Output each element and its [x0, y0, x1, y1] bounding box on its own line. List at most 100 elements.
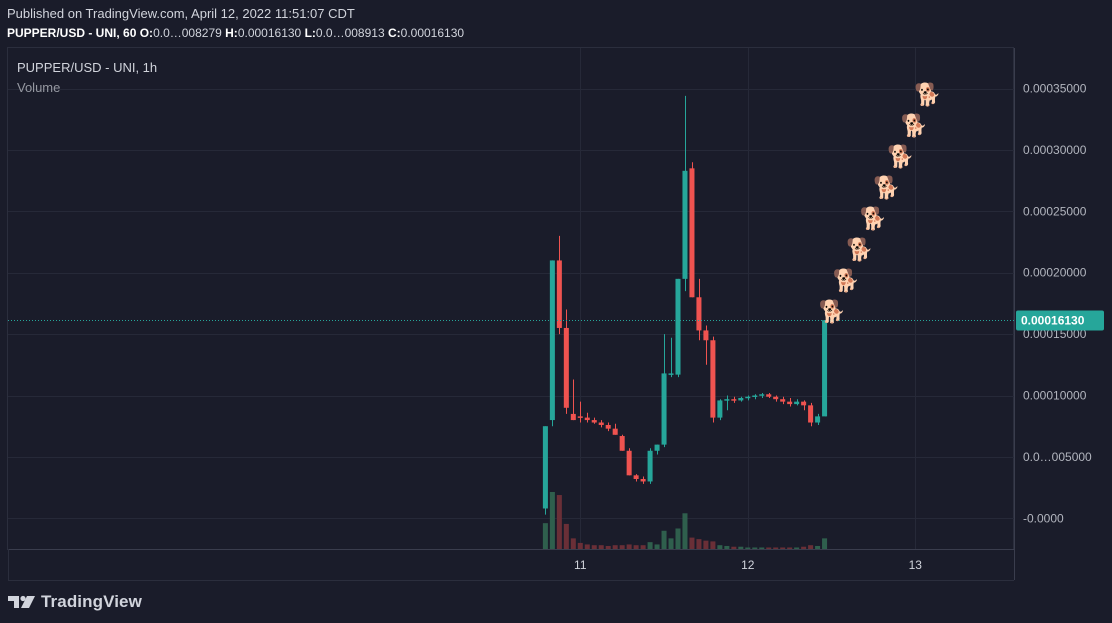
- candle-body: [647, 450, 653, 482]
- grid-lines: [8, 48, 1014, 549]
- price-tick-label: 0.00015000: [1023, 327, 1087, 341]
- volume-bar: [605, 545, 611, 549]
- price-tick-label: 0.00010000: [1023, 389, 1087, 403]
- volume-bars: [542, 492, 828, 549]
- pane-title: PUPPER/USD - UNI, 1h: [17, 60, 158, 75]
- volume-bar: [640, 545, 646, 549]
- candle-body: [577, 416, 583, 418]
- high-label: H:: [225, 26, 238, 40]
- volume-bar: [577, 542, 583, 549]
- volume-label: Volume: [17, 80, 61, 95]
- candle-body: [661, 373, 667, 445]
- volume-bar: [633, 545, 639, 549]
- price-tick-label: 0.00020000: [1023, 266, 1087, 280]
- candle-body: [654, 444, 660, 451]
- tradingview-logo[interactable]: TradingView: [8, 591, 142, 613]
- volume-bar: [647, 542, 653, 549]
- volume-bar: [703, 540, 709, 549]
- price-tick-label: 0.00030000: [1023, 143, 1087, 157]
- price-tick-label: 0.00035000: [1023, 82, 1087, 96]
- candle-body: [766, 394, 772, 397]
- volume-bar: [689, 537, 695, 549]
- candle-body: [731, 399, 737, 401]
- candle-body: [682, 170, 688, 279]
- volume-bar: [591, 545, 597, 549]
- ohlc-legend: PUPPER/USD - UNI, 60 O:0.0…008279 H:0.00…: [7, 26, 464, 40]
- low-label: L:: [304, 26, 316, 40]
- candle-body: [717, 400, 723, 418]
- volume-bar: [738, 546, 744, 549]
- volume-bar: [801, 546, 807, 549]
- time-tick-label: 11: [574, 558, 587, 572]
- dog-emoji: 🐕: [846, 237, 873, 263]
- volume-bar: [794, 547, 800, 549]
- volume-bar: [717, 545, 723, 549]
- volume-bar: [542, 523, 548, 549]
- candle-body: [633, 475, 639, 480]
- volume-bar: [731, 546, 737, 549]
- candle-body: [752, 395, 758, 398]
- volume-bar: [752, 547, 758, 549]
- candle-body: [710, 340, 716, 418]
- volume-bar: [598, 545, 604, 549]
- dog-emoji-annotations: 🐕 🐕 🐕 🐕 🐕 🐕 🐕 🐕: [819, 82, 942, 325]
- volume-bar: [780, 547, 786, 549]
- volume-bar: [822, 538, 828, 549]
- volume-bar: [619, 545, 625, 549]
- candle-body: [584, 417, 590, 421]
- volume-bar: [549, 492, 555, 549]
- volume-bar: [773, 547, 779, 549]
- tradingview-logo-text: TradingView: [41, 592, 142, 611]
- volume-bar: [626, 544, 632, 549]
- volume-bar: [808, 545, 814, 549]
- volume-bar: [668, 538, 674, 549]
- volume-bar: [787, 547, 793, 549]
- time-tick-label: 13: [909, 558, 923, 572]
- candle-body: [619, 436, 625, 451]
- symbol-label: PUPPER/USD - UNI, 60: [7, 26, 137, 40]
- candle-body: [668, 373, 674, 375]
- price-axis[interactable]: 0.00035000 0.00030000 0.00025000 0.00020000…: [1014, 48, 1105, 580]
- price-tick-label: 0.00025000: [1023, 204, 1087, 218]
- dog-emoji: 🐕: [914, 82, 941, 108]
- chart-pane[interactable]: [7, 47, 1014, 550]
- volume-bar: [710, 541, 716, 549]
- volume-bar: [584, 544, 590, 549]
- time-axis[interactable]: 11 12 13: [8, 549, 1014, 581]
- volume-bar: [612, 545, 618, 549]
- volume-bar: [654, 544, 660, 549]
- dog-emoji: 🐕: [819, 299, 846, 325]
- candle-body: [780, 399, 786, 402]
- open-label: O:: [139, 26, 154, 40]
- candle-body: [724, 399, 730, 401]
- candle-body: [696, 297, 702, 331]
- candle-body: [808, 405, 814, 423]
- candle-body: [787, 401, 793, 405]
- volume-bar: [661, 530, 667, 549]
- high-value: 0.00016130: [237, 26, 302, 40]
- candle-body: [612, 428, 618, 435]
- candle-body: [759, 394, 765, 396]
- candle-body: [703, 330, 709, 341]
- volume-bar: [675, 528, 681, 549]
- candle-body: [815, 416, 821, 423]
- dog-emoji: 🐕: [832, 268, 859, 294]
- time-tick-label: 12: [741, 558, 755, 572]
- tradingview-logo-icon: [8, 595, 35, 608]
- candle-body: [549, 260, 555, 421]
- candle-body: [675, 278, 681, 375]
- candle-body: [640, 479, 646, 482]
- volume-bar: [563, 523, 569, 549]
- candle-body: [556, 260, 562, 328]
- candle-body: [591, 420, 597, 423]
- volume-bar: [815, 545, 821, 549]
- candle-body: [570, 413, 576, 421]
- candle-body: [542, 426, 548, 509]
- candlesticks: [542, 95, 828, 515]
- dog-emoji: 🐕: [860, 206, 887, 232]
- volume-bar: [759, 547, 765, 549]
- volume-bar: [570, 538, 576, 549]
- dog-emoji: 🐕: [887, 144, 914, 170]
